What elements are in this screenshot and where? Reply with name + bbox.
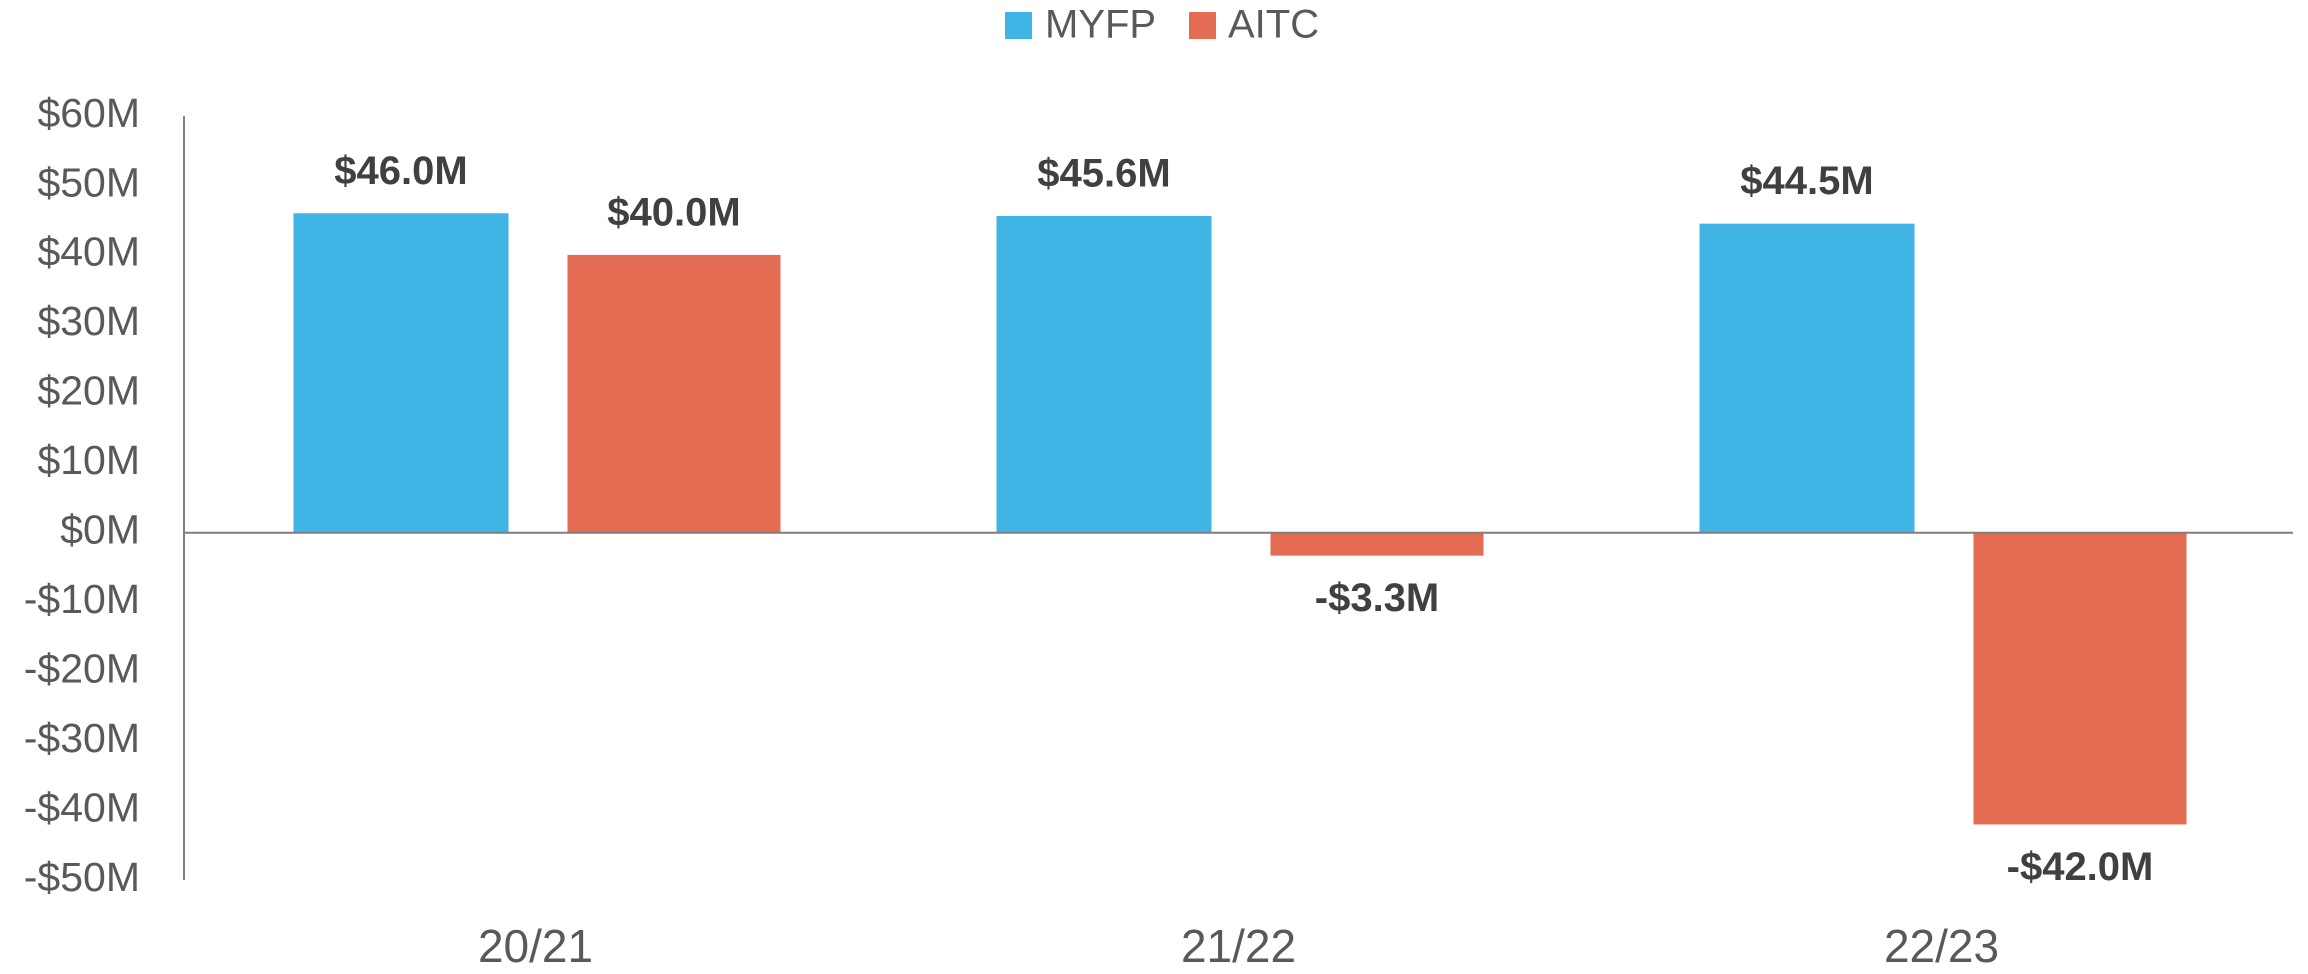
y-tick-label: -$50M: [24, 854, 140, 900]
legend-label: MYFP: [1045, 3, 1156, 47]
legend-swatch: [1189, 12, 1216, 39]
x-tick-label: 22/23: [1884, 920, 1999, 972]
y-tick-label: -$20M: [24, 645, 140, 691]
data-label: $46.0M: [334, 149, 467, 193]
y-tick-label: $20M: [37, 368, 140, 414]
y-tick-label: -$10M: [24, 576, 140, 622]
y-tick-label: $60M: [37, 90, 140, 136]
bar: [1270, 532, 1484, 556]
bar: [567, 254, 781, 533]
y-tick-label: $0M: [60, 507, 140, 553]
data-label: $40.0M: [607, 190, 740, 234]
y-tick-label: -$40M: [24, 784, 140, 830]
y-tick-label: $30M: [37, 298, 140, 344]
legend-label: AITC: [1228, 3, 1319, 47]
data-label: -$3.3M: [1315, 576, 1440, 620]
data-label: $44.5M: [1740, 159, 1873, 203]
data-label: -$42.0M: [2007, 845, 2154, 889]
bar: [1973, 532, 2187, 825]
data-label: $45.6M: [1037, 152, 1170, 196]
legend-swatch: [1005, 12, 1032, 39]
y-tick-label: $50M: [37, 159, 140, 205]
y-tick-label: $10M: [37, 437, 140, 483]
y-tick-label: -$30M: [24, 715, 140, 761]
y-tick-label: $40M: [37, 229, 140, 275]
x-tick-label: 20/21: [478, 920, 593, 972]
bar: [293, 213, 509, 533]
bar: [1699, 223, 1915, 533]
x-tick-label: 21/22: [1181, 920, 1296, 972]
bar: [996, 216, 1212, 533]
